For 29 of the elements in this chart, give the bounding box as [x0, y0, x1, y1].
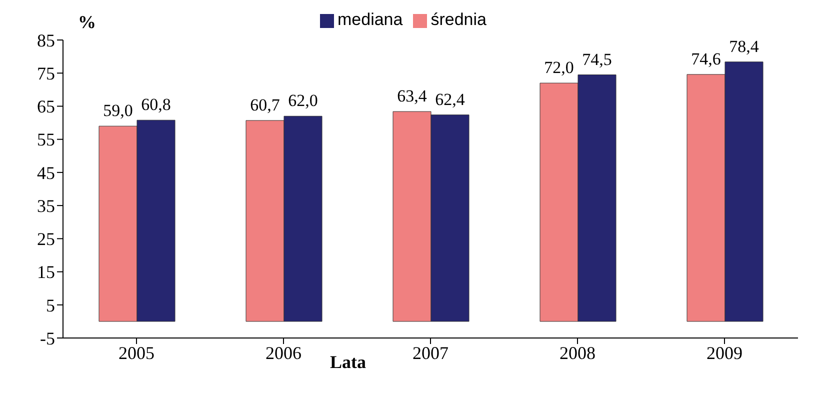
data-label: 62,0 — [288, 91, 318, 110]
y-tick-label: -5 — [40, 328, 55, 348]
data-label: 60,7 — [250, 95, 280, 114]
x-tick-label: 2008 — [560, 342, 596, 363]
x-axis-title: Lata — [330, 352, 366, 373]
y-tick-label: 85 — [37, 30, 55, 50]
data-label: 62,4 — [435, 90, 466, 109]
y-tick-label: 5 — [46, 295, 55, 316]
y-tick-label: 65 — [37, 96, 55, 117]
y-axis-title: % — [78, 12, 96, 33]
data-label: 72,0 — [544, 58, 574, 78]
y-tick-label: 35 — [37, 196, 55, 216]
legend-label: mediana — [338, 10, 403, 29]
data-label: 78,4 — [729, 36, 760, 56]
x-tick-label: 2007 — [412, 342, 448, 363]
y-tick-label: 75 — [37, 64, 55, 84]
x-tick-label: 2009 — [706, 342, 742, 363]
y-tick-label: 25 — [37, 229, 55, 250]
data-label: 63,4 — [397, 86, 428, 106]
x-tick-label: 2005 — [118, 342, 154, 363]
data-label: 59,0 — [103, 101, 133, 120]
y-tick-label: 55 — [37, 130, 55, 150]
data-label: 74,6 — [691, 49, 721, 68]
data-label: 74,5 — [582, 50, 612, 69]
x-tick-label: 2006 — [266, 342, 302, 363]
y-tick-label: 45 — [37, 162, 55, 183]
data-label: 60,8 — [141, 95, 171, 114]
legend-label: średnia — [430, 10, 486, 29]
y-tick-label: 15 — [37, 262, 55, 282]
